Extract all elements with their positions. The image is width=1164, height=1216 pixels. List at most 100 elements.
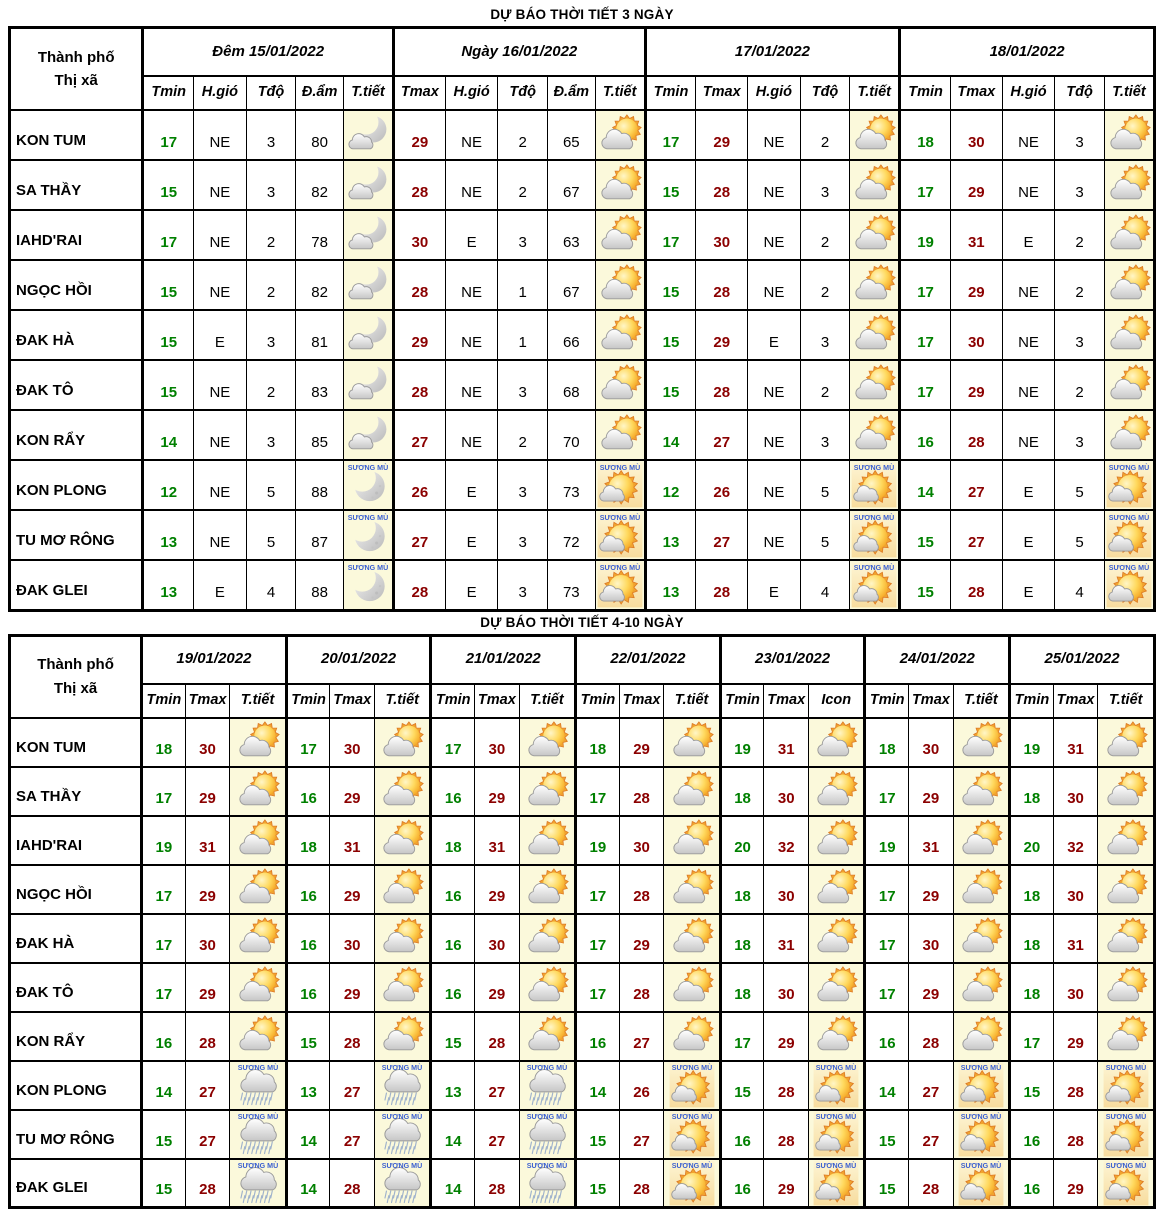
- night-cloud-icon: [345, 412, 391, 458]
- weather-condition-cell: SƯƠNG MÙ: [1097, 1108, 1155, 1160]
- tmax-value: 28: [391, 359, 446, 411]
- weather-condition-cell: SƯƠNG MÙ: [1103, 509, 1156, 561]
- tmin-value: 16: [898, 409, 951, 461]
- tmax-value: 28: [908, 1157, 954, 1209]
- fog-day-icon: SƯƠNG MÙ: [958, 1111, 1004, 1157]
- date-group-header: 19/01/2022: [140, 634, 287, 685]
- tmin-value: 14: [140, 1059, 186, 1111]
- weather-condition-cell: SƯƠNG MÙ: [663, 1157, 721, 1209]
- tmax-value: 30: [618, 814, 665, 866]
- sub-column-header: T.tiết: [849, 75, 901, 111]
- tmax-value: 27: [329, 1108, 376, 1160]
- weather-condition-cell: [808, 1010, 866, 1062]
- tdo-value: 5: [245, 509, 297, 561]
- wind-value: E: [193, 559, 247, 611]
- tmax-value: 28: [618, 1157, 665, 1209]
- tmin-value: 15: [429, 1010, 476, 1062]
- day-cloud-icon: [1106, 312, 1152, 358]
- dam-value: 70: [546, 409, 596, 461]
- tdo-value: 5: [799, 459, 851, 511]
- wind-value: E: [1001, 559, 1056, 611]
- night-cloud-icon: [345, 212, 391, 258]
- tmin-value: 15: [140, 1157, 186, 1209]
- weather-condition-cell: [1097, 765, 1155, 817]
- city-name: ĐAK TÔ: [8, 961, 143, 1013]
- dam-value: 67: [546, 159, 596, 211]
- weather-condition-cell: [518, 863, 577, 915]
- weather-condition-cell: SƯƠNG MÙ: [229, 1108, 287, 1160]
- tdo-value: 2: [799, 359, 851, 411]
- tmax-value: 30: [908, 912, 954, 964]
- city-name: ĐAK TÔ: [8, 359, 144, 411]
- city-name: NGỌC HỒI: [8, 863, 143, 915]
- tmin-value: 17: [574, 912, 620, 964]
- weather-condition-cell: [229, 1010, 287, 1062]
- weather-condition-cell: SƯƠNG MÙ: [952, 1059, 1011, 1111]
- tmin-value: 18: [140, 716, 186, 768]
- weather-condition-cell: [374, 1010, 432, 1062]
- day-cloud-icon: [958, 720, 1004, 765]
- svg-text:SƯƠNG MÙ: SƯƠNG MÙ: [854, 463, 894, 472]
- fog-rain-icon: SƯƠNG MÙ: [379, 1063, 425, 1108]
- tmax-value: 28: [391, 559, 446, 611]
- tdo-value: 3: [497, 559, 548, 611]
- wind-value: NE: [747, 259, 801, 311]
- weather-condition-cell: SƯƠNG MÙ: [849, 509, 901, 561]
- weather-condition-cell: [1097, 863, 1155, 915]
- fog-rain-icon: SƯƠNG MÙ: [235, 1112, 281, 1157]
- svg-text:SƯƠNG MÙ: SƯƠNG MÙ: [1109, 563, 1149, 572]
- weather-condition-cell: SƯƠNG MÙ: [374, 1059, 432, 1111]
- tmax-value: 29: [763, 1157, 810, 1209]
- tdo-value: 2: [497, 109, 548, 161]
- weather-condition-cell: SƯƠNG MÙ: [594, 559, 646, 611]
- weather-condition-cell: [1097, 961, 1155, 1013]
- tmin-value: 17: [1008, 1010, 1054, 1062]
- weather-condition-cell: [952, 716, 1011, 768]
- tdo-value: 2: [799, 259, 851, 311]
- dam-value: 88: [295, 559, 345, 611]
- tdo-value: 3: [1054, 159, 1105, 211]
- fog-day-icon: SƯƠNG MÙ: [851, 512, 897, 558]
- tmax-value: 30: [695, 209, 749, 261]
- weather-condition-cell: [808, 912, 866, 964]
- tmax-value: 28: [763, 1108, 810, 1160]
- sub-column-header: Tmax: [949, 75, 1003, 111]
- weather-condition-cell: SƯƠNG MÙ: [1103, 459, 1156, 511]
- table-row: IAHD'RAI 19 31 18 31 18 31 19 30 20 32 19 31 20 32: [8, 814, 1155, 866]
- tmax-value: 27: [908, 1108, 954, 1160]
- tmax-value: 29: [949, 259, 1003, 311]
- svg-text:SƯƠNG MÙ: SƯƠNG MÙ: [527, 1161, 567, 1170]
- dam-value: 85: [295, 409, 345, 461]
- tmin-value: 18: [429, 814, 476, 866]
- tdo-value: 2: [1054, 259, 1105, 311]
- wind-value: NE: [1001, 159, 1056, 211]
- tmax-value: 30: [329, 716, 376, 768]
- day-cloud-icon: [524, 769, 570, 814]
- date-group-header: 17/01/2022: [643, 26, 901, 77]
- svg-text:SƯƠNG MÙ: SƯƠNG MÙ: [816, 1112, 856, 1121]
- city-name: TU MƠ RÔNG: [8, 509, 144, 561]
- sub-column-header: Tmax: [329, 682, 376, 719]
- tmin-value: 16: [574, 1010, 620, 1062]
- dam-value: 65: [546, 109, 596, 161]
- table-row: TU MƠ RÔNG 15 27 SƯƠNG MÙ 14 27 SƯƠNG MÙ 14 27 SƯ…: [8, 1108, 1155, 1160]
- svg-text:SƯƠNG MÙ: SƯƠNG MÙ: [816, 1063, 856, 1072]
- tmax-value: 30: [763, 765, 810, 817]
- table-row: KON RẨY 14 NE 3 85 27 NE 2 70 14 27 NE 3 16 28 NE 3: [8, 409, 1156, 461]
- tmax-value: 29: [184, 961, 231, 1013]
- tdo-value: 2: [497, 409, 548, 461]
- weather-condition-cell: [518, 961, 577, 1013]
- weather-condition-cell: [1103, 409, 1156, 461]
- tdo-value: 2: [799, 209, 851, 261]
- weather-condition-cell: [849, 159, 901, 211]
- weather-condition-cell: [1103, 209, 1156, 261]
- tmin-value: 17: [141, 109, 195, 161]
- weather-condition-cell: [663, 716, 721, 768]
- tmax-value: 29: [908, 863, 954, 915]
- weather-condition-cell: [374, 863, 432, 915]
- wind-value: NE: [747, 409, 801, 461]
- weather-condition-cell: [343, 309, 394, 361]
- fog-rain-icon: SƯƠNG MÙ: [379, 1161, 425, 1206]
- weather-condition-cell: [808, 814, 866, 866]
- weather-condition-cell: [849, 359, 901, 411]
